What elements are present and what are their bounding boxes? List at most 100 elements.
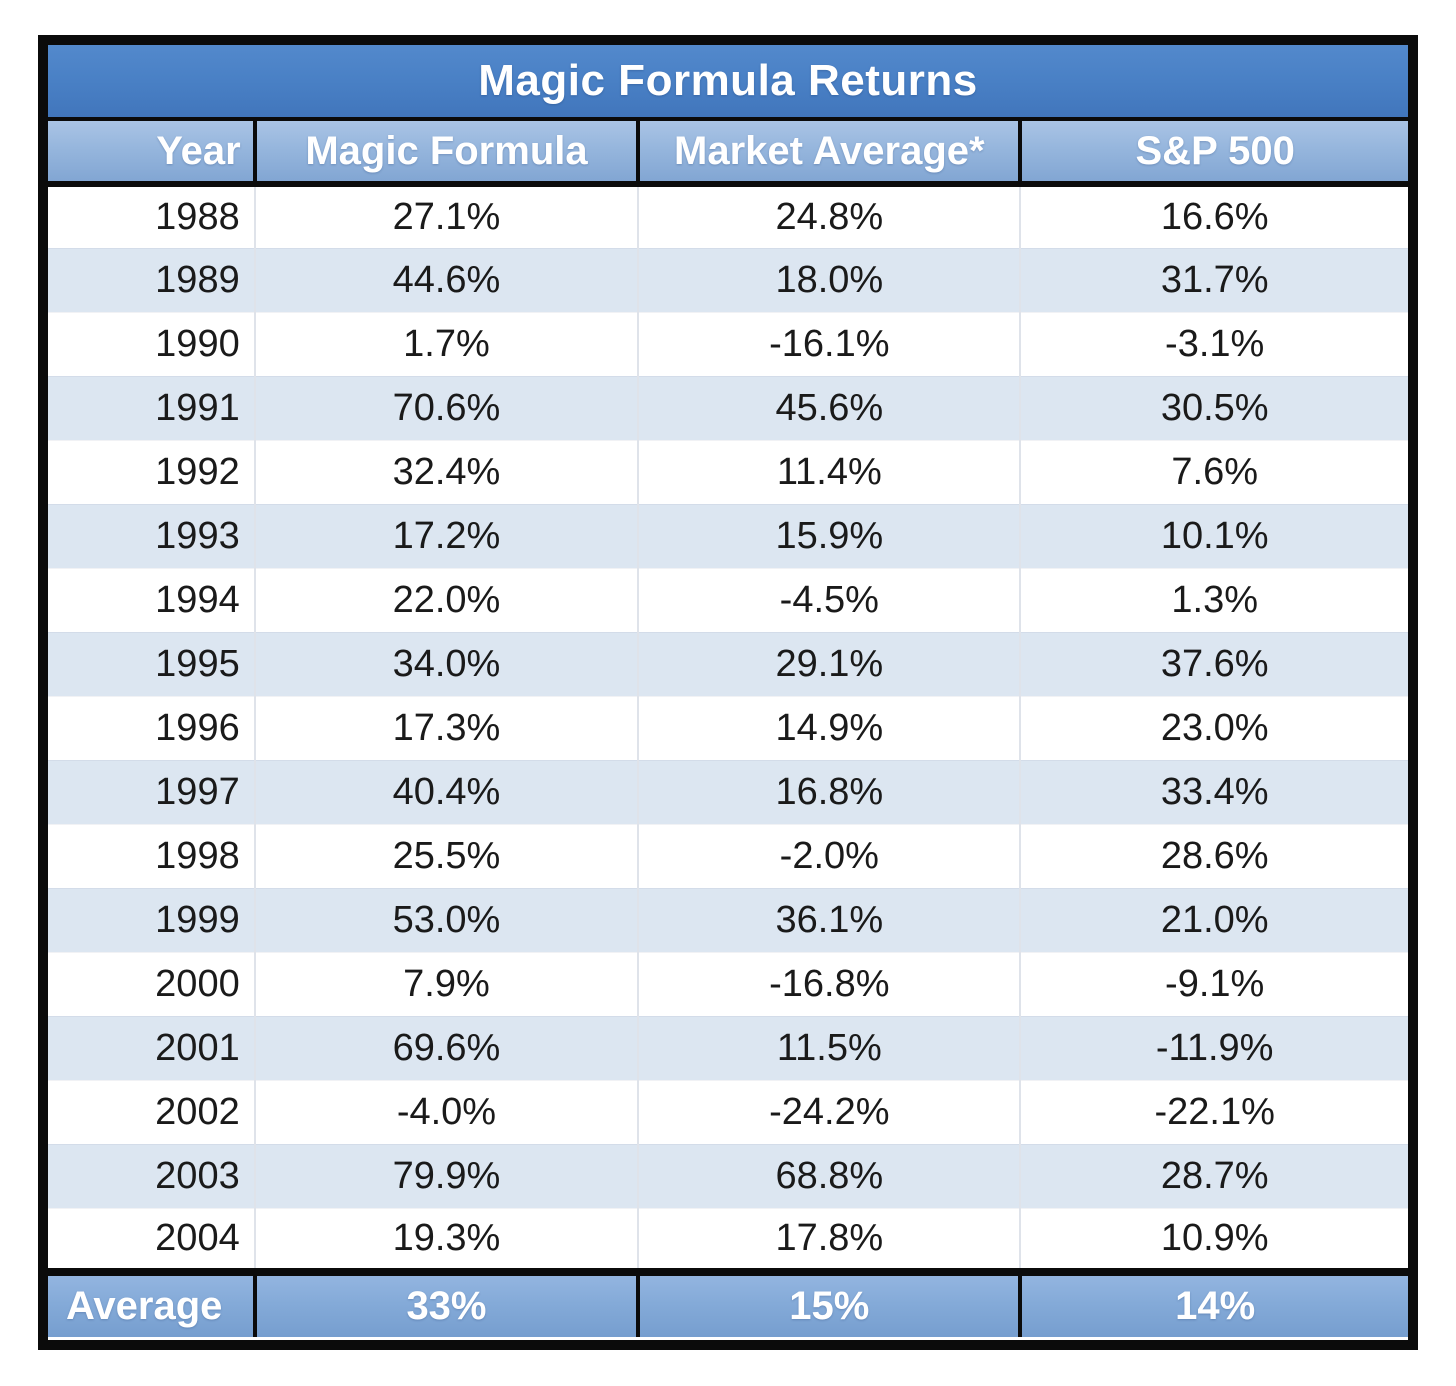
year-cell: 2004 bbox=[48, 1207, 255, 1272]
magic-formula-cell: 17.3% bbox=[253, 695, 639, 760]
magic-formula-cell: 69.6% bbox=[253, 1015, 639, 1080]
market-average-cell: -2.0% bbox=[637, 823, 1021, 888]
magic-formula-cell: 79.9% bbox=[253, 1143, 639, 1208]
magic-formula-cell: 53.0% bbox=[253, 887, 639, 952]
average-market-average: 15% bbox=[636, 1268, 1021, 1337]
table-title: Magic Formula Returns bbox=[48, 45, 1408, 121]
sp500-cell: 30.5% bbox=[1019, 375, 1408, 440]
table-row: 2003 79.9% 68.8% 28.7% bbox=[48, 1143, 1408, 1208]
sp500-cell: 37.6% bbox=[1019, 631, 1408, 696]
sp500-cell: 16.6% bbox=[1019, 183, 1408, 248]
column-header-sp500: S&P 500 bbox=[1018, 121, 1408, 187]
sp500-cell: 33.4% bbox=[1019, 759, 1408, 824]
market-average-cell: 24.8% bbox=[637, 183, 1021, 248]
year-cell: 1998 bbox=[48, 823, 255, 888]
year-cell: 1988 bbox=[48, 183, 255, 248]
table-row: 2004 19.3% 17.8% 10.9% bbox=[48, 1207, 1408, 1272]
table-row: 1996 17.3% 14.9% 23.0% bbox=[48, 695, 1408, 760]
sp500-cell: 7.6% bbox=[1019, 439, 1408, 504]
market-average-cell: 14.9% bbox=[637, 695, 1021, 760]
market-average-cell: 11.4% bbox=[637, 439, 1021, 504]
market-average-cell: 68.8% bbox=[637, 1143, 1021, 1208]
table-row: 2000 7.9% -16.8% -9.1% bbox=[48, 951, 1408, 1016]
magic-formula-cell: 25.5% bbox=[253, 823, 639, 888]
table-row: 1988 27.1% 24.8% 16.6% bbox=[48, 183, 1408, 248]
sp500-cell: 1.3% bbox=[1019, 567, 1408, 632]
sp500-cell: 21.0% bbox=[1019, 887, 1408, 952]
sp500-cell: -22.1% bbox=[1019, 1079, 1408, 1144]
sp500-cell: 10.1% bbox=[1019, 503, 1408, 568]
market-average-cell: -16.1% bbox=[637, 311, 1021, 376]
table-row: 1999 53.0% 36.1% 21.0% bbox=[48, 887, 1408, 952]
table-row: 1991 70.6% 45.6% 30.5% bbox=[48, 375, 1408, 440]
market-average-cell: -24.2% bbox=[637, 1079, 1021, 1144]
magic-formula-cell: 34.0% bbox=[253, 631, 639, 696]
year-cell: 1991 bbox=[48, 375, 255, 440]
column-header-magic-formula: Magic Formula bbox=[252, 121, 639, 187]
header-row: Year Magic Formula Market Average* S&P 5… bbox=[48, 121, 1408, 187]
sp500-cell: -9.1% bbox=[1019, 951, 1408, 1016]
year-cell: 1992 bbox=[48, 439, 255, 504]
year-cell: 1989 bbox=[48, 247, 255, 312]
year-cell: 1996 bbox=[48, 695, 255, 760]
market-average-cell: 16.8% bbox=[637, 759, 1021, 824]
magic-formula-cell: 19.3% bbox=[253, 1207, 639, 1272]
sp500-cell: -3.1% bbox=[1019, 311, 1408, 376]
average-sp500: 14% bbox=[1018, 1268, 1408, 1337]
year-cell: 1994 bbox=[48, 567, 255, 632]
market-average-cell: 36.1% bbox=[637, 887, 1021, 952]
sp500-cell: -11.9% bbox=[1019, 1015, 1408, 1080]
sp500-cell: 28.7% bbox=[1019, 1143, 1408, 1208]
sp500-cell: 31.7% bbox=[1019, 247, 1408, 312]
market-average-cell: 18.0% bbox=[637, 247, 1021, 312]
year-cell: 1997 bbox=[48, 759, 255, 824]
table-row: 1997 40.4% 16.8% 33.4% bbox=[48, 759, 1408, 824]
year-cell: 1995 bbox=[48, 631, 255, 696]
table-row: 1994 22.0% -4.5% 1.3% bbox=[48, 567, 1408, 632]
magic-formula-cell: 22.0% bbox=[253, 567, 639, 632]
year-cell: 2003 bbox=[48, 1143, 255, 1208]
market-average-cell: -16.8% bbox=[637, 951, 1021, 1016]
market-average-cell: 15.9% bbox=[637, 503, 1021, 568]
market-average-cell: 11.5% bbox=[637, 1015, 1021, 1080]
year-cell: 2001 bbox=[48, 1015, 255, 1080]
year-cell: 1990 bbox=[48, 311, 255, 376]
returns-table-frame: Magic Formula Returns Year Magic Formula… bbox=[38, 35, 1418, 1350]
table-row: 2001 69.6% 11.5% -11.9% bbox=[48, 1015, 1408, 1080]
year-cell: 2002 bbox=[48, 1079, 255, 1144]
magic-formula-cell: 40.4% bbox=[253, 759, 639, 824]
table-row: 1993 17.2% 15.9% 10.1% bbox=[48, 503, 1408, 568]
market-average-cell: 45.6% bbox=[637, 375, 1021, 440]
sp500-cell: 23.0% bbox=[1019, 695, 1408, 760]
sp500-cell: 28.6% bbox=[1019, 823, 1408, 888]
market-average-cell: -4.5% bbox=[637, 567, 1021, 632]
table-row: 1990 1.7% -16.1% -3.1% bbox=[48, 311, 1408, 376]
magic-formula-cell: 1.7% bbox=[253, 311, 639, 376]
magic-formula-cell: -4.0% bbox=[253, 1079, 639, 1144]
table-row: 1992 32.4% 11.4% 7.6% bbox=[48, 439, 1408, 504]
average-row: Average 33% 15% 14% bbox=[48, 1268, 1408, 1337]
column-header-market-average: Market Average* bbox=[636, 121, 1021, 187]
table-header: Year Magic Formula Market Average* S&P 5… bbox=[48, 121, 1408, 187]
table-body: 1988 27.1% 24.8% 16.6% 1989 44.6% 18.0% … bbox=[48, 183, 1408, 1272]
magic-formula-cell: 17.2% bbox=[253, 503, 639, 568]
sp500-cell: 10.9% bbox=[1019, 1207, 1408, 1272]
year-cell: 1999 bbox=[48, 887, 255, 952]
average-label: Average bbox=[48, 1268, 255, 1337]
year-cell: 2000 bbox=[48, 951, 255, 1016]
magic-formula-cell: 32.4% bbox=[253, 439, 639, 504]
table-row: 2002 -4.0% -24.2% -22.1% bbox=[48, 1079, 1408, 1144]
market-average-cell: 29.1% bbox=[637, 631, 1021, 696]
column-header-year: Year bbox=[48, 121, 255, 187]
magic-formula-cell: 27.1% bbox=[253, 183, 639, 248]
average-magic-formula: 33% bbox=[252, 1268, 639, 1337]
year-cell: 1993 bbox=[48, 503, 255, 568]
table-row: 1995 34.0% 29.1% 37.6% bbox=[48, 631, 1408, 696]
magic-formula-cell: 44.6% bbox=[253, 247, 639, 312]
table-footer: Average 33% 15% 14% bbox=[48, 1268, 1408, 1337]
table-row: 1998 25.5% -2.0% 28.6% bbox=[48, 823, 1408, 888]
magic-formula-cell: 7.9% bbox=[253, 951, 639, 1016]
returns-table: Year Magic Formula Market Average* S&P 5… bbox=[48, 121, 1408, 1337]
magic-formula-cell: 70.6% bbox=[253, 375, 639, 440]
